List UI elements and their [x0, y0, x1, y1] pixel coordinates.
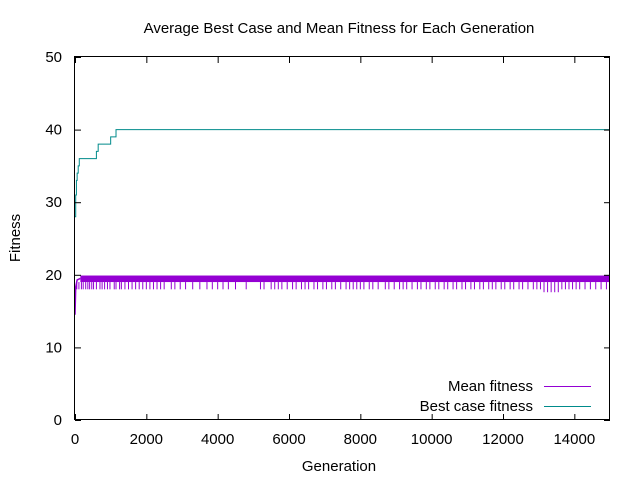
x-tick-label: 14000	[553, 431, 595, 448]
x-tick-label: 0	[71, 431, 79, 448]
x-tick-label: 8000	[344, 431, 377, 448]
x-tick-label: 6000	[272, 431, 305, 448]
axis-ticks: 0 2000 4000 6000 8000 10000 12000 14000 0 10 20 30 4…	[45, 49, 610, 448]
mean-fitness-series	[74, 275, 611, 315]
x-tick-label: 12000	[482, 431, 524, 448]
y-tick-label: 20	[45, 267, 62, 284]
x-tick-label: 2000	[130, 431, 163, 448]
chart-title: Average Best Case and Mean Fitness for E…	[144, 20, 535, 37]
legend-label: Mean fitness	[448, 378, 533, 395]
x-axis-label: Generation	[302, 458, 376, 475]
y-tick-label: 30	[45, 194, 62, 211]
plot-frame	[74, 56, 610, 420]
y-tick-label: 0	[54, 412, 62, 429]
y-axis-label: Fitness	[7, 214, 24, 262]
x-tick-label: 10000	[411, 431, 453, 448]
mean-fitness-band	[80, 275, 611, 283]
y-tick-label: 40	[45, 122, 62, 139]
mean-fitness-start	[74, 277, 81, 315]
y-tick-label: 10	[45, 339, 62, 356]
x-tick-label: 4000	[201, 431, 234, 448]
y-tick-label: 50	[45, 49, 62, 66]
best-case-fitness-line	[75, 129, 610, 218]
legend-label: Best case fitness	[420, 398, 533, 415]
legend: Mean fitness Best case fitness	[420, 378, 591, 415]
series-layer	[74, 129, 611, 315]
